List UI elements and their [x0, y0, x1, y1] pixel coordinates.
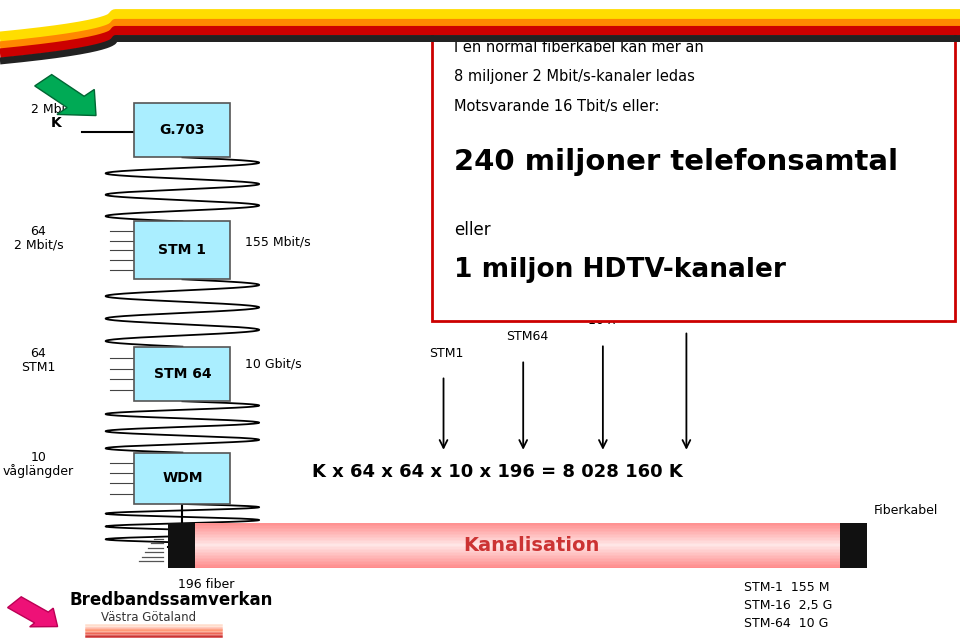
FancyBboxPatch shape — [195, 538, 840, 540]
Text: 2 Mbit/s: 2 Mbit/s — [31, 103, 81, 116]
Text: STM 1: STM 1 — [158, 243, 206, 257]
FancyBboxPatch shape — [195, 537, 840, 538]
FancyBboxPatch shape — [195, 529, 840, 531]
FancyBboxPatch shape — [195, 526, 840, 528]
FancyBboxPatch shape — [195, 532, 840, 534]
Text: eller: eller — [454, 221, 491, 239]
FancyBboxPatch shape — [195, 547, 840, 549]
Text: 64: 64 — [31, 225, 46, 238]
FancyBboxPatch shape — [195, 535, 840, 537]
FancyBboxPatch shape — [195, 559, 840, 560]
FancyBboxPatch shape — [134, 221, 230, 279]
Text: STM-1  155 M: STM-1 155 M — [744, 581, 829, 594]
FancyBboxPatch shape — [432, 22, 955, 321]
Text: 10 Gbit/s: 10 Gbit/s — [245, 358, 301, 370]
Text: 8 miljoner 2 Mbit/s-kanaler ledas: 8 miljoner 2 Mbit/s-kanaler ledas — [454, 69, 695, 84]
FancyBboxPatch shape — [195, 564, 840, 565]
Text: Västra Götaland: Västra Götaland — [101, 611, 196, 624]
FancyBboxPatch shape — [195, 560, 840, 562]
FancyBboxPatch shape — [195, 551, 840, 553]
FancyBboxPatch shape — [195, 556, 840, 558]
FancyBboxPatch shape — [195, 534, 840, 535]
FancyBboxPatch shape — [195, 542, 840, 544]
Text: 2 Mbit/s: 2 Mbit/s — [13, 239, 63, 252]
FancyBboxPatch shape — [195, 528, 840, 529]
FancyBboxPatch shape — [195, 553, 840, 555]
Text: G.703: G.703 — [159, 123, 205, 137]
FancyBboxPatch shape — [195, 555, 840, 556]
Text: STM1: STM1 — [21, 361, 56, 374]
Text: 10 λ: 10 λ — [588, 315, 615, 327]
Text: STM64: STM64 — [506, 331, 548, 343]
Text: STM 64: STM 64 — [154, 367, 211, 381]
FancyBboxPatch shape — [195, 558, 840, 559]
FancyBboxPatch shape — [195, 540, 840, 541]
FancyBboxPatch shape — [195, 523, 840, 525]
FancyBboxPatch shape — [134, 347, 230, 401]
FancyArrow shape — [35, 74, 96, 116]
Text: K x 64 x 64 x 10 x 196 = 8 028 160 K: K x 64 x 64 x 10 x 196 = 8 028 160 K — [312, 463, 683, 481]
FancyBboxPatch shape — [195, 567, 840, 568]
FancyBboxPatch shape — [195, 549, 840, 550]
FancyBboxPatch shape — [840, 523, 867, 568]
FancyBboxPatch shape — [195, 550, 840, 551]
Text: 196 fiber: 196 fiber — [667, 302, 724, 315]
Text: WDM: WDM — [162, 471, 203, 485]
FancyBboxPatch shape — [168, 523, 195, 568]
Text: våglängder: våglängder — [3, 464, 74, 478]
Text: 1 miljon HDTV-kanaler: 1 miljon HDTV-kanaler — [454, 257, 786, 282]
FancyBboxPatch shape — [195, 525, 840, 526]
Text: STM-64  10 G: STM-64 10 G — [744, 617, 828, 630]
Text: 196 fiber: 196 fiber — [179, 578, 234, 591]
Text: K: K — [50, 116, 61, 130]
Text: Fiberkabel: Fiberkabel — [874, 504, 938, 517]
Text: STM1: STM1 — [429, 347, 464, 360]
Text: 10: 10 — [31, 451, 46, 464]
FancyBboxPatch shape — [195, 531, 840, 532]
Text: 240 miljoner telefonsamtal: 240 miljoner telefonsamtal — [454, 148, 899, 176]
FancyArrow shape — [8, 597, 58, 627]
FancyBboxPatch shape — [195, 544, 840, 546]
Text: STM-16  2,5 G: STM-16 2,5 G — [744, 599, 832, 612]
FancyBboxPatch shape — [134, 453, 230, 504]
FancyBboxPatch shape — [195, 541, 840, 542]
Text: 155 Mbit/s: 155 Mbit/s — [245, 236, 310, 248]
FancyBboxPatch shape — [134, 103, 230, 157]
FancyBboxPatch shape — [195, 546, 840, 547]
Text: Kanalisation: Kanalisation — [464, 536, 600, 555]
Text: 64: 64 — [31, 347, 46, 360]
Text: Motsvarande 16 Tbit/s eller:: Motsvarande 16 Tbit/s eller: — [454, 99, 660, 114]
Text: Bredbandssamverkan: Bredbandssamverkan — [69, 591, 273, 609]
FancyBboxPatch shape — [195, 562, 840, 564]
Text: I en normal fiberkabel kan mer än: I en normal fiberkabel kan mer än — [454, 40, 704, 55]
FancyBboxPatch shape — [195, 565, 840, 567]
